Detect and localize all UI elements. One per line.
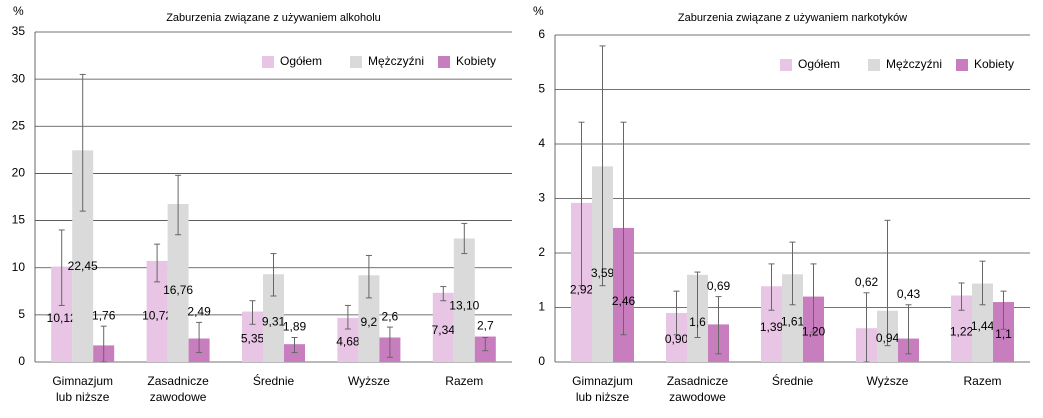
value-label: 5,35 xyxy=(241,331,265,345)
value-label: 0,62 xyxy=(855,275,879,289)
y-unit: % xyxy=(533,4,544,18)
chart-title: Zaburzenia związane z używaniem narkotyk… xyxy=(678,12,907,24)
x-tick-label: Średnie xyxy=(253,373,295,388)
value-label: 0,69 xyxy=(707,279,731,293)
y-tick-label: 4 xyxy=(538,136,545,150)
y-tick-label: 10 xyxy=(12,260,26,274)
value-label: 0,43 xyxy=(897,287,921,301)
y-tick-label: 3 xyxy=(538,191,545,205)
bar xyxy=(782,274,803,362)
value-label: 2,46 xyxy=(612,294,636,308)
bar xyxy=(453,238,475,362)
x-tick-label: Wyższe xyxy=(348,374,390,388)
chart-panel: Zaburzenia związane z używaniem narkotyk… xyxy=(533,4,1030,404)
legend-swatch xyxy=(350,56,362,68)
legend-label: Mężczyźni xyxy=(368,54,424,68)
x-tick-label: Gimnazjum lub niższe xyxy=(572,374,633,404)
bar xyxy=(761,286,782,362)
y-tick-label: 2 xyxy=(538,245,545,259)
legend-label: Kobiety xyxy=(974,57,1014,71)
legend-label: Kobiety xyxy=(456,54,496,68)
value-label: 3,59 xyxy=(591,266,615,280)
value-label: 9,31 xyxy=(262,315,286,329)
value-label: 2,6 xyxy=(382,309,399,323)
bar xyxy=(358,275,380,362)
y-tick-label: 15 xyxy=(12,213,26,227)
chart-panel: Zaburzenia związane z używaniem alkoholu… xyxy=(12,4,512,404)
y-tick-label: 35 xyxy=(12,24,26,38)
x-tick-label: Średnie xyxy=(772,373,814,388)
y-tick-label: 6 xyxy=(538,27,545,41)
value-label: 1,20 xyxy=(802,325,826,339)
bar xyxy=(951,295,972,362)
x-tick-label: Gimnazjum lub niższe xyxy=(52,374,113,404)
value-label: 4,68 xyxy=(336,334,360,348)
bar xyxy=(993,302,1014,362)
value-label: 0,90 xyxy=(665,332,689,346)
value-label: 1,76 xyxy=(92,308,116,322)
y-tick-label: 0 xyxy=(18,354,25,368)
value-label: 0,94 xyxy=(876,331,900,345)
bar xyxy=(146,260,168,362)
value-label: 1,22 xyxy=(950,324,974,338)
x-tick-label: Wyższe xyxy=(867,374,909,388)
bar xyxy=(972,283,993,362)
value-label: 16,76 xyxy=(163,283,193,297)
bar xyxy=(432,292,454,362)
bar xyxy=(72,150,94,362)
y-tick-label: 30 xyxy=(12,71,26,85)
bar xyxy=(167,203,189,362)
legend-swatch xyxy=(780,59,792,71)
y-unit: % xyxy=(13,4,24,18)
value-label: 9,2 xyxy=(361,315,378,329)
legend-swatch xyxy=(868,59,880,71)
value-label: 2,92 xyxy=(570,283,594,297)
value-label: 1,39 xyxy=(760,320,784,334)
y-tick-label: 5 xyxy=(538,82,545,96)
legend-swatch xyxy=(956,59,968,71)
legend-swatch xyxy=(438,56,450,68)
legend-label: Ogółem xyxy=(280,54,322,68)
y-tick-label: 20 xyxy=(12,166,26,180)
x-tick-label: Razem xyxy=(963,374,1001,388)
bar xyxy=(666,312,687,362)
value-label: 22,45 xyxy=(68,259,98,273)
x-tick-label: Zasadnicze zawodowe xyxy=(667,374,729,404)
bar xyxy=(337,317,359,362)
y-tick-label: 5 xyxy=(18,307,25,321)
value-label: 1,44 xyxy=(971,319,995,333)
value-label: 1,61 xyxy=(781,315,805,329)
value-label: 1,6 xyxy=(689,315,706,329)
y-tick-label: 0 xyxy=(538,354,545,368)
value-label: 10,12 xyxy=(47,311,77,325)
value-label: 7,34 xyxy=(432,323,456,337)
legend-swatch xyxy=(262,56,274,68)
x-tick-label: Razem xyxy=(445,374,483,388)
bar xyxy=(263,274,284,362)
value-label: 2,7 xyxy=(477,319,494,333)
value-label: 10,72 xyxy=(142,309,172,323)
value-label: 13,10 xyxy=(449,299,479,313)
value-label: 1,1 xyxy=(995,327,1012,341)
legend-label: Ogółem xyxy=(798,57,840,71)
bar xyxy=(51,266,73,362)
bar xyxy=(242,311,263,362)
y-tick-label: 1 xyxy=(538,300,545,314)
legend-label: Mężczyźni xyxy=(886,57,942,71)
value-label: 1,89 xyxy=(283,320,307,334)
x-tick-label: Zasadnicze zawodowe xyxy=(147,374,209,404)
value-label: 2,49 xyxy=(187,305,211,319)
chart-title: Zaburzenia związane z używaniem alkoholu xyxy=(166,12,381,24)
bar xyxy=(284,344,305,362)
y-tick-label: 25 xyxy=(12,118,26,132)
